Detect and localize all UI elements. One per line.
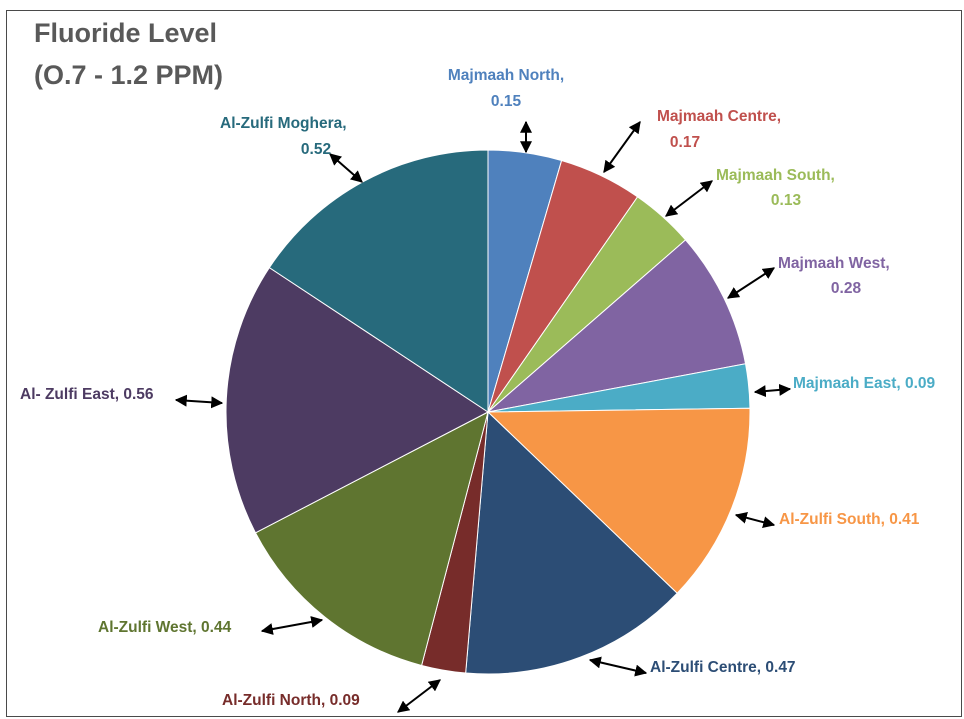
leader-line-majmaah-centre (603, 121, 641, 173)
leader-line-al-zulfi-north (397, 679, 441, 713)
pie-slice-al-zulfi-west (254, 411, 489, 667)
chart-subtitle: (O.7 - 1.2 PPM) (34, 60, 224, 90)
data-label-majmaah-centre-value: 0.17 (670, 134, 700, 151)
data-label-majmaah-west-name: Majmaah West, (778, 255, 890, 272)
data-label-majmaah-centre-name: Majmaah Centre, (657, 108, 781, 125)
leader-line-al-zulfi-centre (588, 656, 648, 677)
data-label-majmaah-north-name: Majmaah North, (448, 67, 564, 84)
data-label-al-zulfi-north: Al-Zulfi North, 0.09 (222, 692, 360, 709)
pie-slice-al-zulfi-centre (465, 410, 678, 675)
chart-title: Fluoride Level (34, 18, 218, 48)
data-label-al-zulfi-centre: Al-Zulfi Centre, 0.47 (650, 659, 796, 676)
data-label-majmaah-east: Majmaah East, 0.09 (793, 375, 936, 392)
pie-slice-al-zulfi-east (225, 266, 489, 534)
data-label-majmaah-west-value: 0.28 (831, 280, 862, 297)
leader-line-majmaah-east (753, 383, 792, 398)
leader-line-al-zulfi-south (734, 511, 776, 529)
data-label-majmaah-south-name: Majmaah South, (716, 167, 835, 184)
data-label-majmaah-north-value: 0.15 (491, 93, 522, 110)
data-label-al-zulfi-moghera-name: Al-Zulfi Moghera, (220, 115, 347, 132)
data-label-al-zulfi-west: Al-Zulfi West, 0.44 (98, 619, 232, 636)
leader-line-al-zulfi-east (174, 394, 224, 409)
pie-slice-al-zulfi-south (486, 407, 751, 594)
leader-line-majmaah-south (665, 180, 713, 217)
leader-line-majmaah-west (726, 267, 776, 299)
leader-line-al-zulfi-west (260, 616, 324, 635)
data-label-majmaah-south-value: 0.13 (771, 192, 802, 209)
leader-line-al-zulfi-moghera (329, 153, 363, 183)
data-label-al-zulfi-south: Al-Zulfi South, 0.41 (779, 511, 920, 528)
pie-slice-majmaah-west (486, 239, 747, 413)
pie-slice-al-zulfi-moghera (268, 149, 489, 413)
data-label-al-zulfi-moghera-value: 0.52 (301, 141, 331, 158)
data-label-al-zulfi-east: Al- Zulfi East, 0.56 (20, 386, 154, 403)
